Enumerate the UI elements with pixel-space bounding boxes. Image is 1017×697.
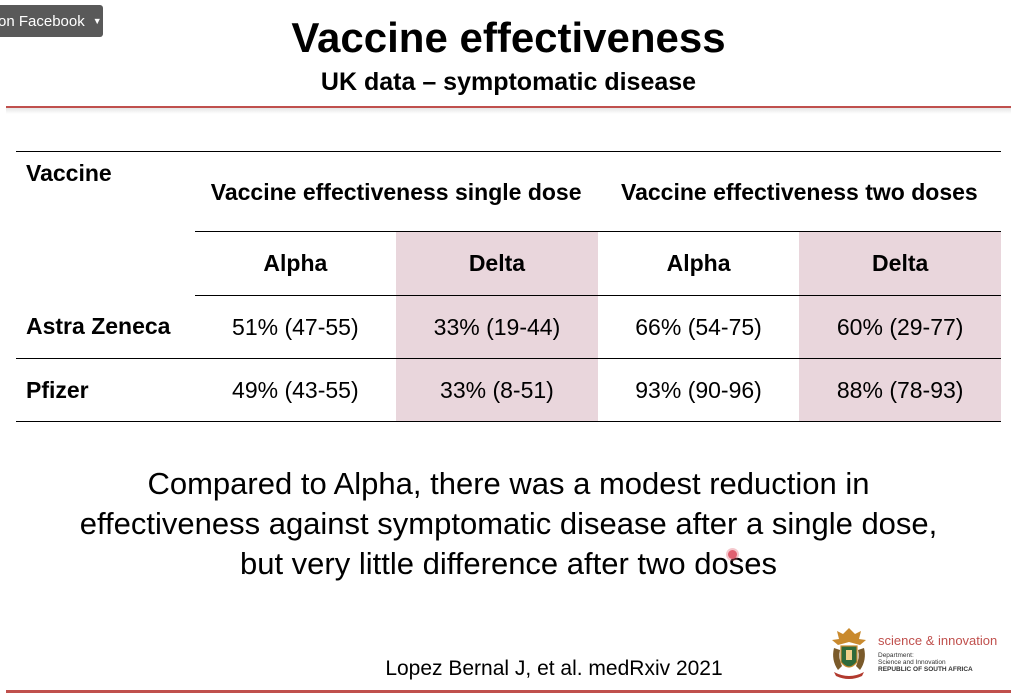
department-logo: science & innovation Department: Science… (826, 626, 1006, 682)
laser-pointer-icon (728, 550, 737, 559)
department-text: Department: Science and Innovation REPUB… (878, 652, 973, 673)
facebook-share-button[interactable]: on Facebook ▼ (0, 5, 103, 37)
table-cell: 88% (78-93) (799, 358, 1001, 422)
vaccine-column-header: Vaccine (16, 151, 195, 296)
footer-divider (6, 690, 1011, 693)
table-row: Pfizer 49% (43-55) 33% (8-51) 93% (90-96… (16, 358, 1001, 422)
conclusion-text: Compared to Alpha, there was a modest re… (0, 464, 1017, 584)
citation: Lopez Bernal J, et al. medRxiv 2021 (385, 657, 723, 680)
table-header-row: Vaccine Vaccine effectiveness single dos… (16, 151, 1001, 296)
variant-header-alpha: Alpha (194, 231, 397, 296)
brand-name: science & innovation (878, 633, 998, 648)
department-line: Science and Innovation (878, 659, 946, 666)
table-cell: 51% (47-55) (194, 295, 397, 359)
vaccine-name: Pfizer (16, 358, 195, 422)
table-cell: 60% (29-77) (799, 295, 1001, 359)
coat-of-arms-icon (832, 628, 866, 679)
table-cell: 33% (8-51) (396, 358, 598, 422)
effectiveness-table: Vaccine Vaccine effectiveness single dos… (16, 151, 1001, 422)
conclusion-line: but very little difference after two dos… (239, 546, 778, 581)
variant-header-delta: Delta (799, 231, 1001, 296)
table-cell: 49% (43-55) (194, 358, 397, 422)
caret-down-icon: ▼ (92, 16, 102, 26)
variant-header-alpha: Alpha (597, 231, 800, 296)
conclusion-line: effectiveness against symptomatic diseas… (79, 506, 938, 541)
table-row: Astra Zeneca 51% (47-55) 33% (19-44) 66%… (16, 295, 1001, 359)
table-cell: 33% (19-44) (396, 295, 598, 359)
title-divider (6, 106, 1011, 108)
department-line: Department: (878, 652, 914, 659)
department-line: REPUBLIC OF SOUTH AFRICA (878, 666, 973, 673)
vaccine-name: Astra Zeneca (16, 295, 195, 359)
slide-title: Vaccine effectiveness (291, 14, 726, 61)
title-divider-shadow (6, 108, 1011, 114)
variant-header-delta: Delta (396, 231, 598, 296)
two-dose-header: Vaccine effectiveness two doses (597, 151, 1001, 232)
single-dose-header: Vaccine effectiveness single dose (194, 151, 598, 232)
slide-subtitle: UK data – symptomatic disease (320, 68, 697, 96)
conclusion-line: Compared to Alpha, there was a modest re… (147, 466, 870, 501)
facebook-label: on Facebook (0, 12, 85, 30)
variant-header-row: Alpha Delta Alpha Delta (16, 231, 1001, 296)
table-cell: 66% (54-75) (597, 295, 800, 359)
table-cell: 93% (90-96) (597, 358, 800, 422)
